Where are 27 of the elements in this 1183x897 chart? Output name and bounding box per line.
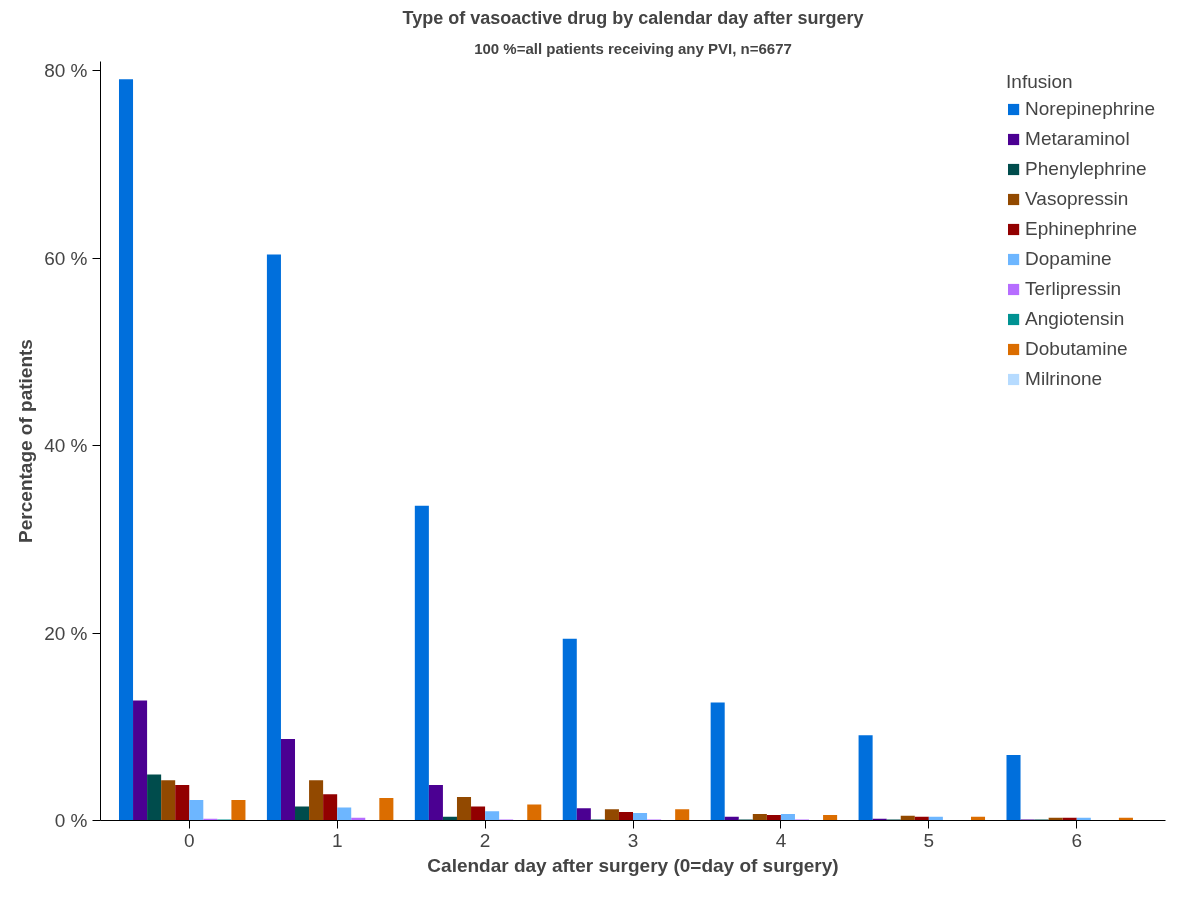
- y-tick-label: 60 %: [44, 247, 88, 269]
- legend-label: Norepinephrine: [1025, 98, 1155, 120]
- legend-label: Dobutamine: [1025, 338, 1128, 360]
- x-tick-label: 0: [183, 829, 195, 851]
- x-tick-label: 3: [627, 829, 639, 851]
- x-tick-label: 1: [331, 829, 343, 851]
- legend-label: Milrinone: [1025, 368, 1103, 390]
- y-axis-title: Percentage of patients: [15, 339, 37, 543]
- chart-title: Type of vasoactive drug by calendar day after surgery: [402, 7, 864, 28]
- y-tick-label: 80 %: [44, 60, 88, 82]
- legend-label: Vasopressin: [1025, 188, 1129, 210]
- x-tick-label: 6: [1071, 829, 1083, 851]
- legend-label: Phenylephrine: [1025, 158, 1147, 180]
- y-tick-label: 20 %: [44, 622, 88, 644]
- x-tick-label: 2: [479, 829, 491, 851]
- legend-label: Terlipressin: [1025, 278, 1122, 300]
- x-axis-title: Calendar day after surgery (0=day of surgery): [427, 854, 839, 876]
- x-tick-label: 4: [775, 829, 787, 851]
- legend-label: Angiotensin: [1025, 308, 1125, 330]
- chart-subtitle: 100 %=all patients receiving any PVI, n=6677: [474, 39, 792, 57]
- legend-label: Metaraminol: [1025, 128, 1130, 150]
- legend-title: Infusion: [1006, 71, 1074, 93]
- legend-label: Ephinephrine: [1025, 218, 1138, 240]
- legend-label: Dopamine: [1025, 248, 1112, 270]
- y-tick-label: 40 %: [44, 435, 88, 457]
- x-tick-label: 5: [923, 829, 935, 851]
- y-tick-label: 0 %: [54, 810, 88, 831]
